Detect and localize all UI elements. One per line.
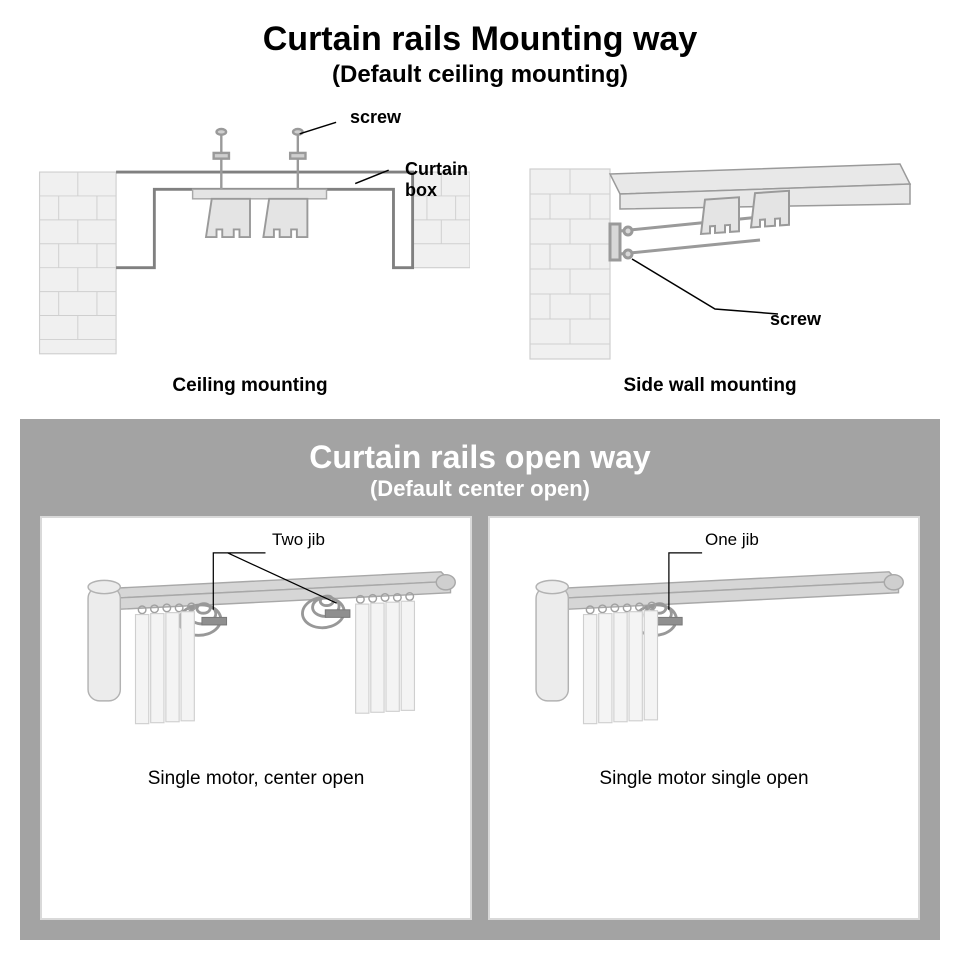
callout-one-jib: One jib [705,530,759,550]
sidewall-mounting-panel: screw [490,109,930,397]
open-way-section: Curtain rails open way (Default center o… [20,419,940,940]
sidewall-diagram [490,109,930,369]
main-title: Curtain rails Mounting way [30,20,930,59]
callout-screw: screw [350,107,401,128]
main-subtitle: (Default ceiling mounting) [30,61,930,89]
sidewall-caption: Side wall mounting [490,375,930,397]
callout-sidewall-screw: screw [770,309,821,330]
callout-two-jib: Two jib [272,530,325,550]
callout-curtain-box: Curtain box [405,159,470,201]
single-open-diagram [500,528,908,758]
single-open-caption: Single motor single open [500,768,908,790]
ceiling-caption: Ceiling mounting [30,375,470,397]
open-subtitle: (Default center open) [40,476,920,502]
mounting-section: Curtain rails Mounting way (Default ceil… [0,0,960,407]
open-title: Curtain rails open way [40,439,920,476]
single-open-panel: One jib [488,516,920,920]
center-open-panel: Two jib [40,516,472,920]
ceiling-mounting-panel: screw Curtain box [30,109,470,397]
center-open-diagram [52,528,460,758]
center-open-caption: Single motor, center open [52,768,460,790]
ceiling-diagram [30,109,470,369]
